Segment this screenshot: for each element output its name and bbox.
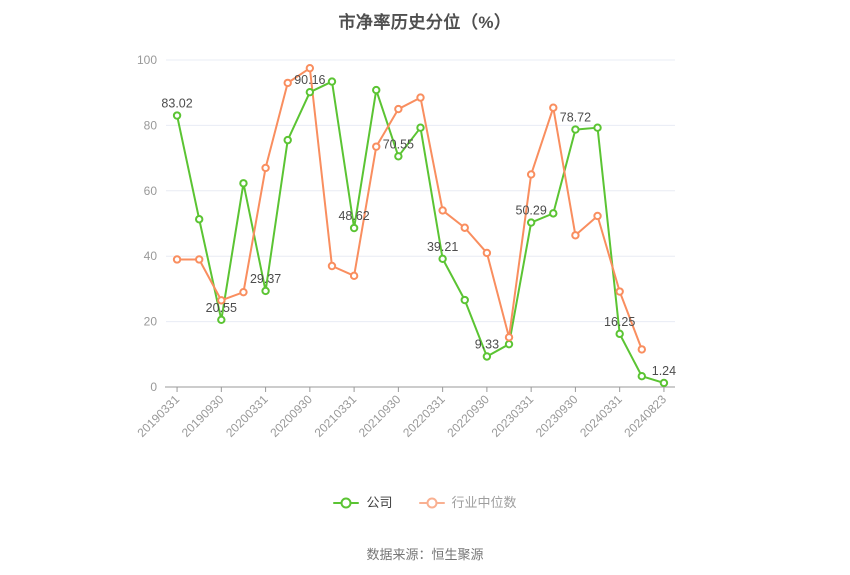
- industry-series-line: [176, 67, 643, 351]
- industry-data-point[interactable]: [637, 345, 647, 354]
- data-point-label: 78.72: [560, 111, 591, 125]
- company-data-point[interactable]: [438, 254, 447, 263]
- company-data-point[interactable]: [504, 339, 514, 349]
- data-source-note: 数据来源：恒生聚源: [366, 547, 484, 562]
- company-data-point[interactable]: [261, 286, 270, 296]
- company-data-point[interactable]: [394, 152, 403, 161]
- company-data-point[interactable]: [239, 179, 248, 188]
- company-data-point[interactable]: [571, 125, 580, 134]
- data-point-label: 83.02: [161, 97, 192, 111]
- data-point-label: 20.55: [206, 301, 237, 315]
- y-axis-label: 60: [144, 184, 158, 198]
- company-data-point[interactable]: [482, 352, 492, 361]
- industry-data-point[interactable]: [305, 63, 315, 73]
- company-data-point[interactable]: [659, 378, 669, 388]
- legend-label-industry-median: 行业中位数: [451, 495, 517, 510]
- company-data-point[interactable]: [372, 85, 381, 95]
- industry-data-point[interactable]: [349, 271, 359, 281]
- industry-data-point[interactable]: [615, 287, 624, 296]
- industry-data-point[interactable]: [372, 142, 381, 151]
- y-axis-label: 100: [137, 53, 157, 67]
- industry-data-point[interactable]: [261, 163, 270, 173]
- x-axis-label: 20210331: [312, 392, 360, 440]
- industry-data-point[interactable]: [438, 206, 447, 215]
- x-axis-label: 20240823: [621, 392, 669, 440]
- data-point-label: 39.21: [427, 240, 458, 254]
- y-axis-label: 0: [150, 380, 157, 394]
- y-axis-label: 80: [144, 118, 158, 132]
- legend-item-industry-median[interactable]: 行业中位数: [418, 495, 517, 510]
- company-data-point[interactable]: [549, 209, 558, 218]
- industry-data-point[interactable]: [217, 296, 226, 305]
- industry-data-point[interactable]: [571, 231, 580, 240]
- data-point-label: 29.37: [250, 272, 281, 286]
- x-axis-label: 20230930: [533, 392, 581, 440]
- industry-data-point[interactable]: [593, 211, 602, 221]
- data-point-label: 1.24: [652, 364, 676, 378]
- industry-data-point[interactable]: [526, 170, 536, 179]
- industry-data-point[interactable]: [482, 248, 492, 258]
- company-series-marker-icon: [333, 496, 360, 510]
- legend-label-company: 公司: [366, 495, 393, 510]
- industry-data-point[interactable]: [504, 333, 514, 342]
- x-axis-label: 20230331: [489, 392, 537, 440]
- x-axis-label: 20200930: [267, 392, 315, 440]
- industry-data-point[interactable]: [460, 223, 469, 232]
- company-data-point[interactable]: [217, 315, 226, 325]
- company-data-point[interactable]: [637, 372, 647, 381]
- company-data-point[interactable]: [593, 123, 602, 132]
- x-axis-label: 20190331: [135, 392, 183, 440]
- industry-data-point[interactable]: [172, 255, 182, 264]
- company-data-point[interactable]: [526, 218, 536, 227]
- company-data-point[interactable]: [305, 87, 315, 97]
- line-chart-plot-area[interactable]: 0 20 40 60 80 100 2019033120190930202003312020…: [0, 0, 850, 470]
- company-data-point[interactable]: [327, 77, 337, 86]
- industry-data-point[interactable]: [283, 78, 292, 88]
- data-point-label: 50.29: [516, 204, 547, 218]
- industry-data-point[interactable]: [416, 93, 425, 102]
- x-axis-label: 20220331: [400, 392, 448, 440]
- data-point-label: 16.25: [604, 315, 635, 329]
- x-axis-label: 20220930: [444, 392, 492, 440]
- industry-data-point[interactable]: [549, 103, 558, 112]
- industry-data-point[interactable]: [239, 287, 248, 297]
- company-data-point[interactable]: [349, 223, 359, 233]
- company-data-point[interactable]: [194, 215, 204, 224]
- company-data-point[interactable]: [460, 295, 469, 305]
- industry-data-point[interactable]: [194, 255, 204, 264]
- industry-series-marker-icon: [418, 496, 445, 510]
- company-data-point[interactable]: [615, 329, 624, 339]
- industry-data-point[interactable]: [394, 104, 403, 114]
- data-point-label: 70.55: [383, 137, 414, 151]
- y-axis-label: 40: [144, 249, 158, 263]
- x-axis-label: 20210930: [356, 392, 404, 440]
- x-axis-label: 20190930: [179, 392, 227, 440]
- y-axis-label: 20: [144, 315, 158, 329]
- data-point-label: 48.62: [338, 209, 369, 223]
- industry-data-point[interactable]: [327, 261, 337, 271]
- chart-title: 市净率历史分位（%）: [338, 13, 512, 32]
- company-data-point[interactable]: [416, 123, 425, 132]
- company-data-point[interactable]: [283, 135, 292, 145]
- data-point-label: 9.33: [475, 337, 499, 351]
- legend: 公司 行业中位数: [0, 496, 850, 510]
- x-axis-label: 20200331: [223, 392, 271, 440]
- data-point-label: 90.16: [294, 73, 325, 87]
- x-axis-label: 20240331: [577, 392, 625, 440]
- legend-item-company[interactable]: 公司: [333, 495, 393, 510]
- company-data-point[interactable]: [172, 111, 182, 120]
